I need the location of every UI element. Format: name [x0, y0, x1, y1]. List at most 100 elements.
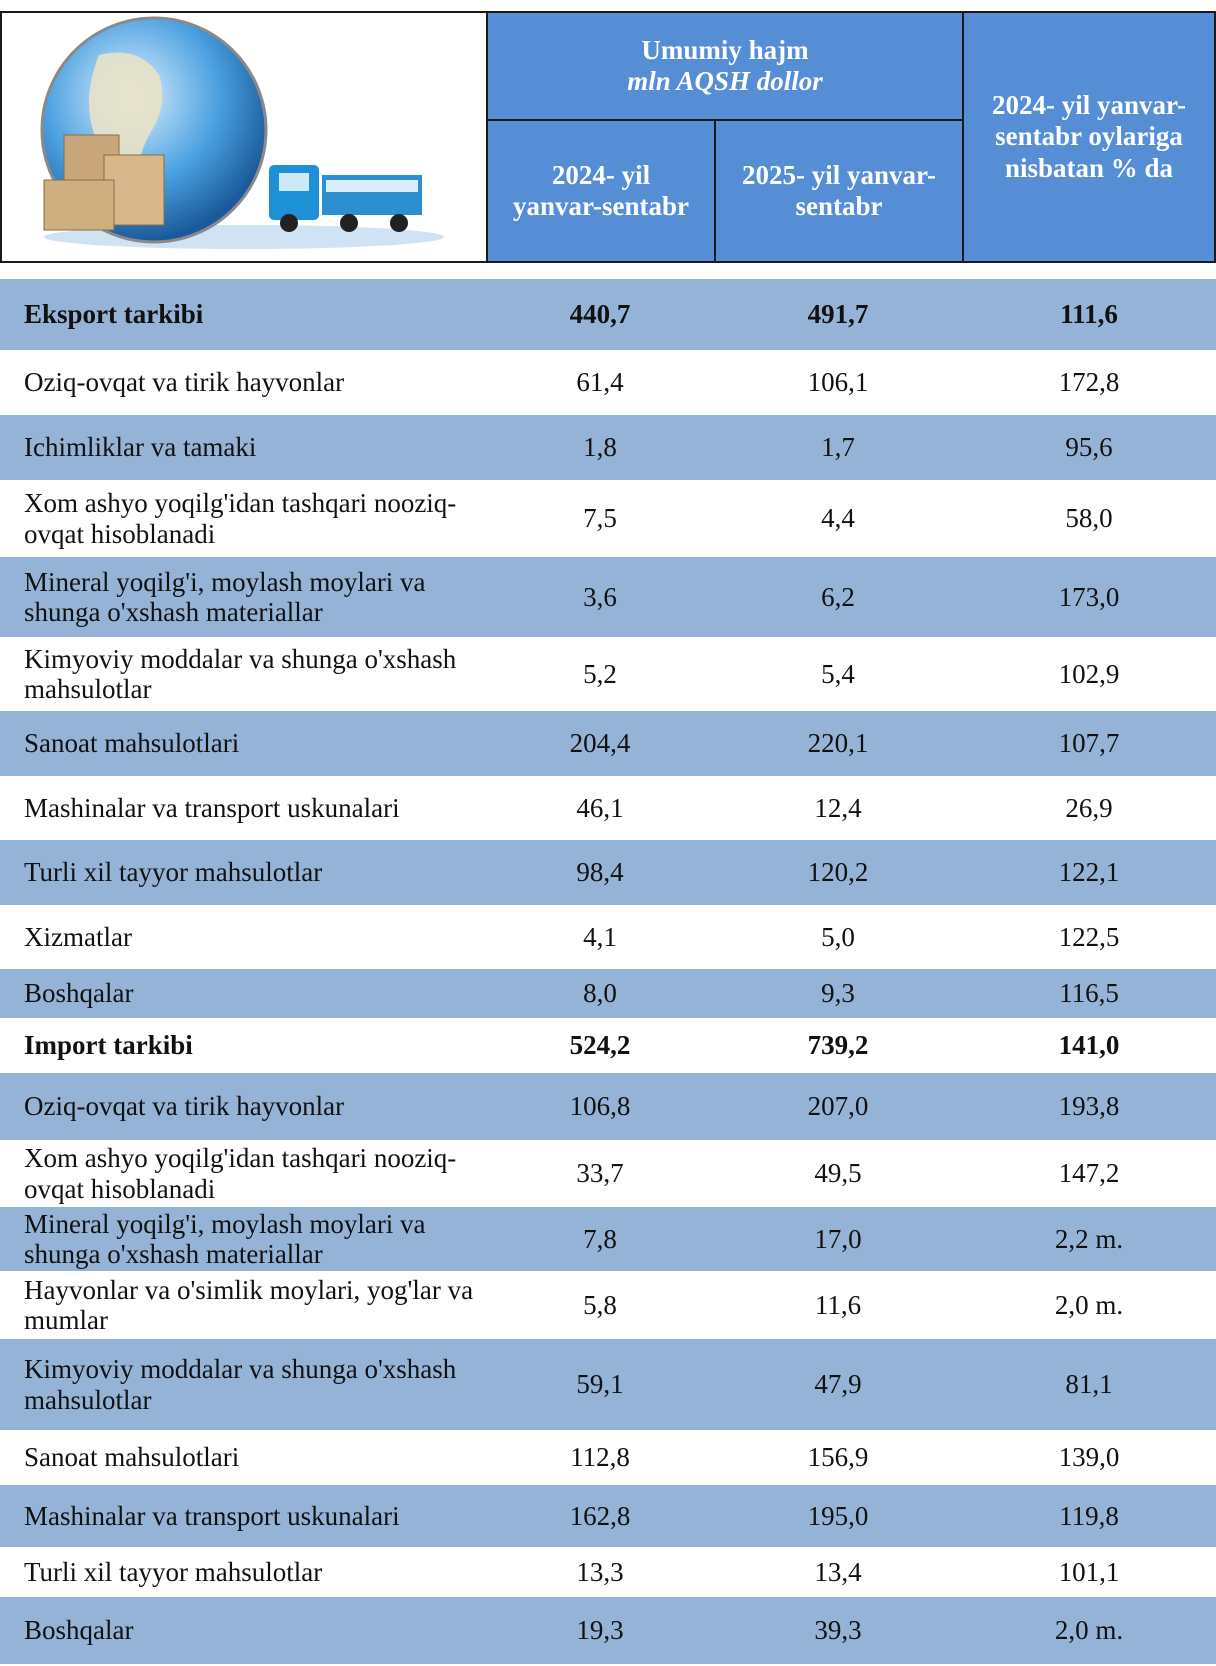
row-label: Ichimliklar va tamaki: [0, 432, 486, 462]
cell-value: 111,6: [962, 299, 1216, 330]
cell-value: 173,0: [962, 582, 1216, 613]
cell-value: 4,1: [486, 922, 714, 953]
page: Umumiy hajmmln AQSH dollor 2024- yil yan…: [0, 0, 1216, 1666]
cell-value: 47,9: [714, 1369, 962, 1400]
row-label: Xizmatlar: [0, 922, 486, 952]
cell-value: 5,2: [486, 659, 714, 690]
table-row: Kimyoviy moddalar va shunga o'xshash mah…: [0, 637, 1216, 711]
cell-value: 39,3: [714, 1615, 962, 1646]
row-label: Turli xil tayyor mahsulotlar: [0, 857, 486, 887]
cell-value: 81,1: [962, 1369, 1216, 1400]
row-label: Oziq-ovqat va tirik hayvonlar: [0, 1091, 486, 1121]
table-row: Mineral yoqilg'i, moylash moylari va shu…: [0, 557, 1216, 637]
cell-value: 172,8: [962, 367, 1216, 398]
cell-value: 739,2: [714, 1030, 962, 1061]
cell-value: 107,7: [962, 728, 1216, 759]
table-row: Mineral yoqilg'i, moylash moylari va shu…: [0, 1207, 1216, 1271]
table-row: Hayvonlar va o'simlik moylari, yog'lar v…: [0, 1271, 1216, 1339]
row-label: Turli xil tayyor mahsulotlar: [0, 1557, 486, 1587]
cell-value: 9,3: [714, 978, 962, 1009]
row-label: Oziq-ovqat va tirik hayvonlar: [0, 367, 486, 397]
col2-header: 2025- yil yanvar-sentabr: [714, 119, 964, 263]
cell-value: 1,7: [714, 432, 962, 463]
cell-value: 7,5: [486, 503, 714, 534]
row-label: Mashinalar va transport uskunalari: [0, 1501, 486, 1531]
cell-value: 2,2 m.: [962, 1224, 1216, 1255]
cell-value: 1,8: [486, 432, 714, 463]
cell-value: 156,9: [714, 1442, 962, 1473]
row-label: Kimyoviy moddalar va shunga o'xshash mah…: [0, 644, 486, 704]
cell-value: 19,3: [486, 1615, 714, 1646]
row-label: Sanoat mahsulotlari: [0, 1442, 486, 1472]
row-label: Import tarkibi: [0, 1030, 486, 1060]
cell-value: 101,1: [962, 1557, 1216, 1588]
row-label: Mineral yoqilg'i, moylash moylari va shu…: [0, 567, 486, 627]
row-label: Eksport tarkibi: [0, 299, 486, 329]
cell-value: 4,4: [714, 503, 962, 534]
group-unit: mln AQSH dollor: [627, 66, 823, 97]
cell-value: 119,8: [962, 1501, 1216, 1532]
cell-value: 162,8: [486, 1501, 714, 1532]
cell-value: 95,6: [962, 432, 1216, 463]
cell-value: 2,0 m.: [962, 1615, 1216, 1646]
row-label: Mineral yoqilg'i, moylash moylari va shu…: [0, 1209, 486, 1269]
cell-value: 106,8: [486, 1091, 714, 1122]
globe-truck-illustration: [4, 15, 484, 259]
row-label: Hayvonlar va o'simlik moylari, yog'lar v…: [0, 1275, 486, 1335]
table-row: Xom ashyo yoqilg'idan tashqari nooziq-ov…: [0, 480, 1216, 557]
row-label: Sanoat mahsulotlari: [0, 728, 486, 758]
cell-value: 193,8: [962, 1091, 1216, 1122]
cell-value: 17,0: [714, 1224, 962, 1255]
header-image: [0, 11, 488, 263]
row-label: Xom ashyo yoqilg'idan tashqari nooziq-ov…: [0, 1143, 486, 1203]
table-row: Kimyoviy moddalar va shunga o'xshash mah…: [0, 1339, 1216, 1430]
cell-value: 8,0: [486, 978, 714, 1009]
row-label: Boshqalar: [0, 1615, 486, 1645]
cell-value: 7,8: [486, 1224, 714, 1255]
cell-value: 524,2: [486, 1030, 714, 1061]
cell-value: 120,2: [714, 857, 962, 888]
cell-value: 59,1: [486, 1369, 714, 1400]
cell-value: 12,4: [714, 793, 962, 824]
cell-value: 116,5: [962, 978, 1216, 1009]
cell-value: 122,1: [962, 857, 1216, 888]
row-label: Boshqalar: [0, 978, 486, 1008]
cell-value: 11,6: [714, 1290, 962, 1321]
cell-value: 2,0 m.: [962, 1290, 1216, 1321]
col3-header: 2024- yil yanvar-sentabr oylariga nisbat…: [962, 11, 1216, 263]
cell-value: 3,6: [486, 582, 714, 613]
cell-value: 49,5: [714, 1158, 962, 1189]
cell-value: 204,4: [486, 728, 714, 759]
cell-value: 5,0: [714, 922, 962, 953]
row-label: Kimyoviy moddalar va shunga o'xshash mah…: [0, 1354, 486, 1414]
cell-value: 58,0: [962, 503, 1216, 534]
cell-value: 102,9: [962, 659, 1216, 690]
table-row: Xom ashyo yoqilg'idan tashqari nooziq-ov…: [0, 1140, 1216, 1207]
cell-value: 139,0: [962, 1442, 1216, 1473]
cell-value: 13,4: [714, 1557, 962, 1588]
group-title: Umumiy hajm: [627, 35, 823, 66]
cell-value: 147,2: [962, 1158, 1216, 1189]
cell-value: 195,0: [714, 1501, 962, 1532]
cell-value: 61,4: [486, 367, 714, 398]
cell-value: 98,4: [486, 857, 714, 888]
col1-header: 2024- yil yanvar-sentabr: [486, 119, 716, 263]
cell-value: 207,0: [714, 1091, 962, 1122]
cell-value: 220,1: [714, 728, 962, 759]
row-label: Xom ashyo yoqilg'idan tashqari nooziq-ov…: [0, 488, 486, 548]
cell-value: 5,4: [714, 659, 962, 690]
cell-value: 440,7: [486, 299, 714, 330]
